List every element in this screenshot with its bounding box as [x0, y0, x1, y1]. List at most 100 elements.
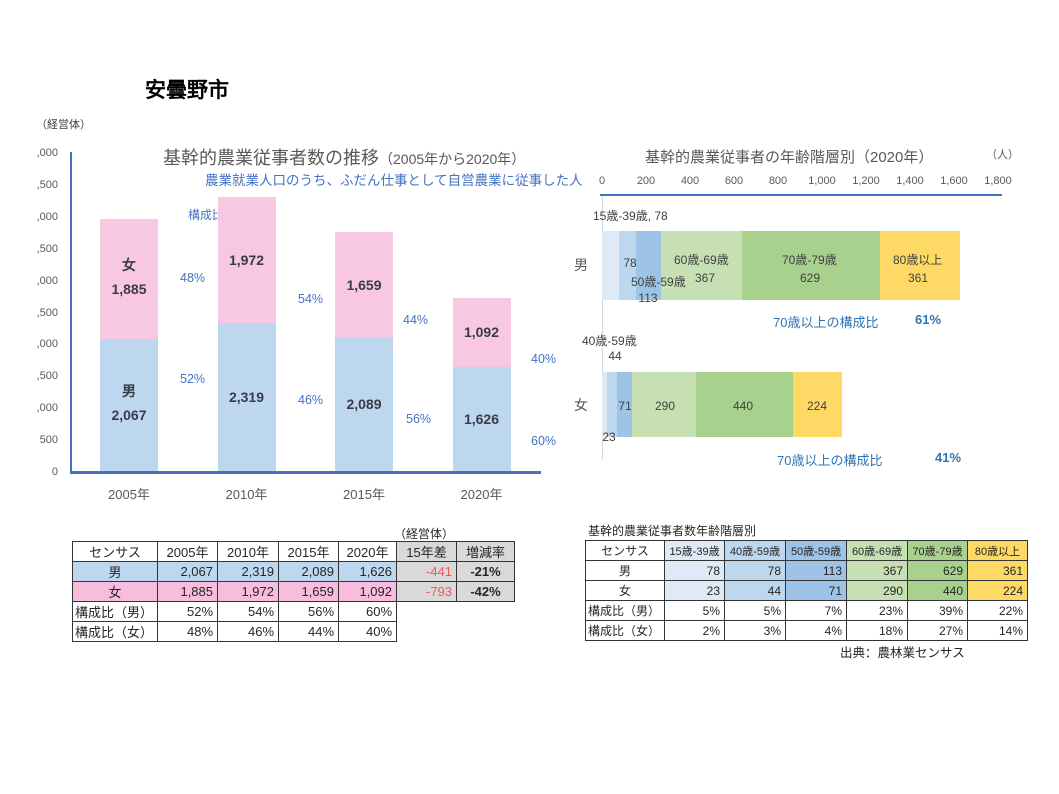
age-bar-segment — [602, 231, 620, 300]
y-axis-tick: ,500 — [36, 306, 58, 319]
bar-value-label-male: 2,319 — [228, 389, 265, 406]
right-table-container: センサス 15歳-39歳 40歳-59歳 50歳-59歳 60歳-69歳 70歳-79歳 8… — [584, 540, 1029, 641]
left-table-row-label: 女 — [71, 581, 159, 602]
x-axis-tick: 1,200 — [852, 175, 880, 187]
left-table-row-label: 構成比（男） — [71, 601, 159, 622]
x-axis-category-label: 2005年 — [108, 487, 150, 502]
left-table-rate: -42% — [456, 581, 516, 602]
x-axis-tick: 800 — [768, 175, 788, 187]
bar-value-label-male: 男 2,067 — [111, 383, 147, 424]
left-chart-x-axis-line — [70, 471, 541, 474]
x-axis-tick: 1,400 — [896, 175, 924, 187]
left-table-value: 2,067 — [157, 561, 219, 582]
age-bar-segment — [602, 372, 608, 437]
right-table-value: 629 — [907, 560, 969, 581]
age-bar-segment — [607, 372, 617, 437]
right-table-value: 27% — [907, 620, 969, 641]
x-axis-tick: 1,800 — [984, 175, 1012, 187]
left-table-rate: -21% — [456, 561, 516, 582]
right-table-value: 44 — [724, 580, 787, 601]
bar-segment-male — [217, 323, 276, 471]
y-axis-tick: ,000 — [36, 338, 58, 351]
right-table-value: 14% — [967, 620, 1029, 641]
right-table: センサス 15歳-39歳 40歳-59歳 50歳-59歳 60歳-69歳 70歳-79歳 8… — [584, 540, 1029, 641]
y-axis-tick: 0 — [51, 466, 58, 478]
left-table-header: 2005年 — [157, 541, 219, 562]
label-female-40-59: 40歳-59歳 — [582, 334, 637, 348]
composition-ratio-annotation: 48% — [180, 271, 206, 285]
left-table-value: 54% — [217, 601, 280, 622]
left-table-value: 48% — [157, 621, 219, 642]
y-axis-tick: ,000 — [36, 274, 58, 287]
x-axis-tick: 600 — [724, 175, 744, 187]
right-table-header: 15歳-39歳 — [664, 540, 726, 561]
right-table-value: 22% — [967, 600, 1029, 621]
label-male-70-79-value: 629 — [799, 271, 821, 285]
bar-segment-female — [452, 297, 511, 368]
left-chart-title: 基幹的農業従事者数の推移（2005年から2020年） — [163, 144, 525, 170]
composition-ratio-annotation: 46% — [298, 393, 324, 407]
right-table-value: 4% — [785, 620, 848, 641]
y-axis-tick: 500 — [39, 434, 58, 447]
bar-segment-male — [335, 337, 393, 471]
right-table-title: 基幹的農業従事者数年齢階層別 — [588, 524, 757, 538]
left-table-row-label: 男 — [71, 561, 159, 582]
x-axis-tick: 1,600 — [940, 175, 968, 187]
x-axis-category-label: 2020年 — [460, 487, 503, 502]
bar-segment-female — [217, 197, 276, 324]
right-table-value: 361 — [967, 560, 1029, 581]
label-male-15-39: 15歳-39歳, 78 — [593, 209, 668, 223]
age-bar-segment — [619, 231, 637, 300]
y-axis-tick: ,000 — [36, 210, 58, 223]
female-over70-value: 41% — [935, 450, 962, 465]
composition-ratio-annotation: 56% — [406, 412, 432, 426]
right-table-value: 5% — [724, 600, 787, 621]
x-axis-tick: 0 — [598, 175, 606, 187]
x-axis-tick: 1,000 — [808, 175, 836, 187]
left-table-header: 2010年 — [217, 541, 280, 562]
right-table-row-label: 構成比（男） — [584, 600, 666, 621]
right-table-value: 39% — [907, 600, 969, 621]
left-table-value: 40% — [338, 621, 398, 642]
right-table-value: 78 — [724, 560, 787, 581]
y-axis-tick: ,500 — [36, 178, 58, 191]
composition-ratio-annotation: 40% — [531, 352, 557, 366]
right-table-value: 71 — [785, 580, 848, 601]
left-table-value: 52% — [157, 601, 219, 622]
label-male-60-69: 60歳-69歳 — [674, 253, 729, 267]
right-table-value: 78 — [664, 560, 726, 581]
right-chart-unit-label: （人） — [986, 149, 1019, 161]
x-axis-tick: 200 — [636, 175, 656, 187]
right-table-value: 23 — [664, 580, 726, 601]
right-table-header: 40歳-59歳 — [724, 540, 787, 561]
bar-value-label-female: 1,972 — [228, 252, 265, 269]
y-axis-tick: ,000 — [36, 147, 58, 159]
x-axis-tick: 400 — [680, 175, 700, 187]
label-male-50-59: 50歳-59歳 — [631, 275, 686, 289]
age-bar-segment — [792, 372, 843, 437]
left-table-header: 増減率 — [456, 541, 516, 562]
label-male-70-79: 70歳-79歳 — [782, 253, 837, 267]
y-axis-tick: ,000 — [36, 402, 58, 415]
left-table: センサス 2005年 2010年 2015年 2020年 15年差 増減率男 2,067 2,3… — [71, 541, 516, 642]
right-table-header: センサス — [584, 540, 666, 561]
male-over70-value: 61% — [915, 312, 942, 327]
age-bar-segment — [636, 231, 662, 300]
source-note: 出典：農林業センサス — [840, 646, 965, 660]
bar-segment-female — [100, 218, 158, 340]
page-title: 安曇野市 — [145, 79, 229, 102]
right-table-header: 60歳-69歳 — [846, 540, 909, 561]
label-female-40-59-value: 44 — [608, 349, 622, 363]
label-male-40-59-value: 78 — [623, 256, 637, 270]
left-table-header: 2015年 — [278, 541, 340, 562]
left-chart-kouseihi-label: 構成比 — [188, 208, 225, 222]
composition-ratio-annotation: 52% — [180, 372, 206, 386]
bar-value-label-female: 女 1,885 — [111, 256, 147, 297]
label-male-50-59-value: 113 — [638, 291, 658, 305]
left-table-row-label: 構成比（女） — [71, 621, 159, 642]
bar-segment-male — [452, 367, 511, 471]
label-male-60-69-value: 367 — [694, 271, 716, 285]
right-table-header: 70歳-79歳 — [907, 540, 969, 561]
left-table-value: 2,089 — [278, 561, 340, 582]
